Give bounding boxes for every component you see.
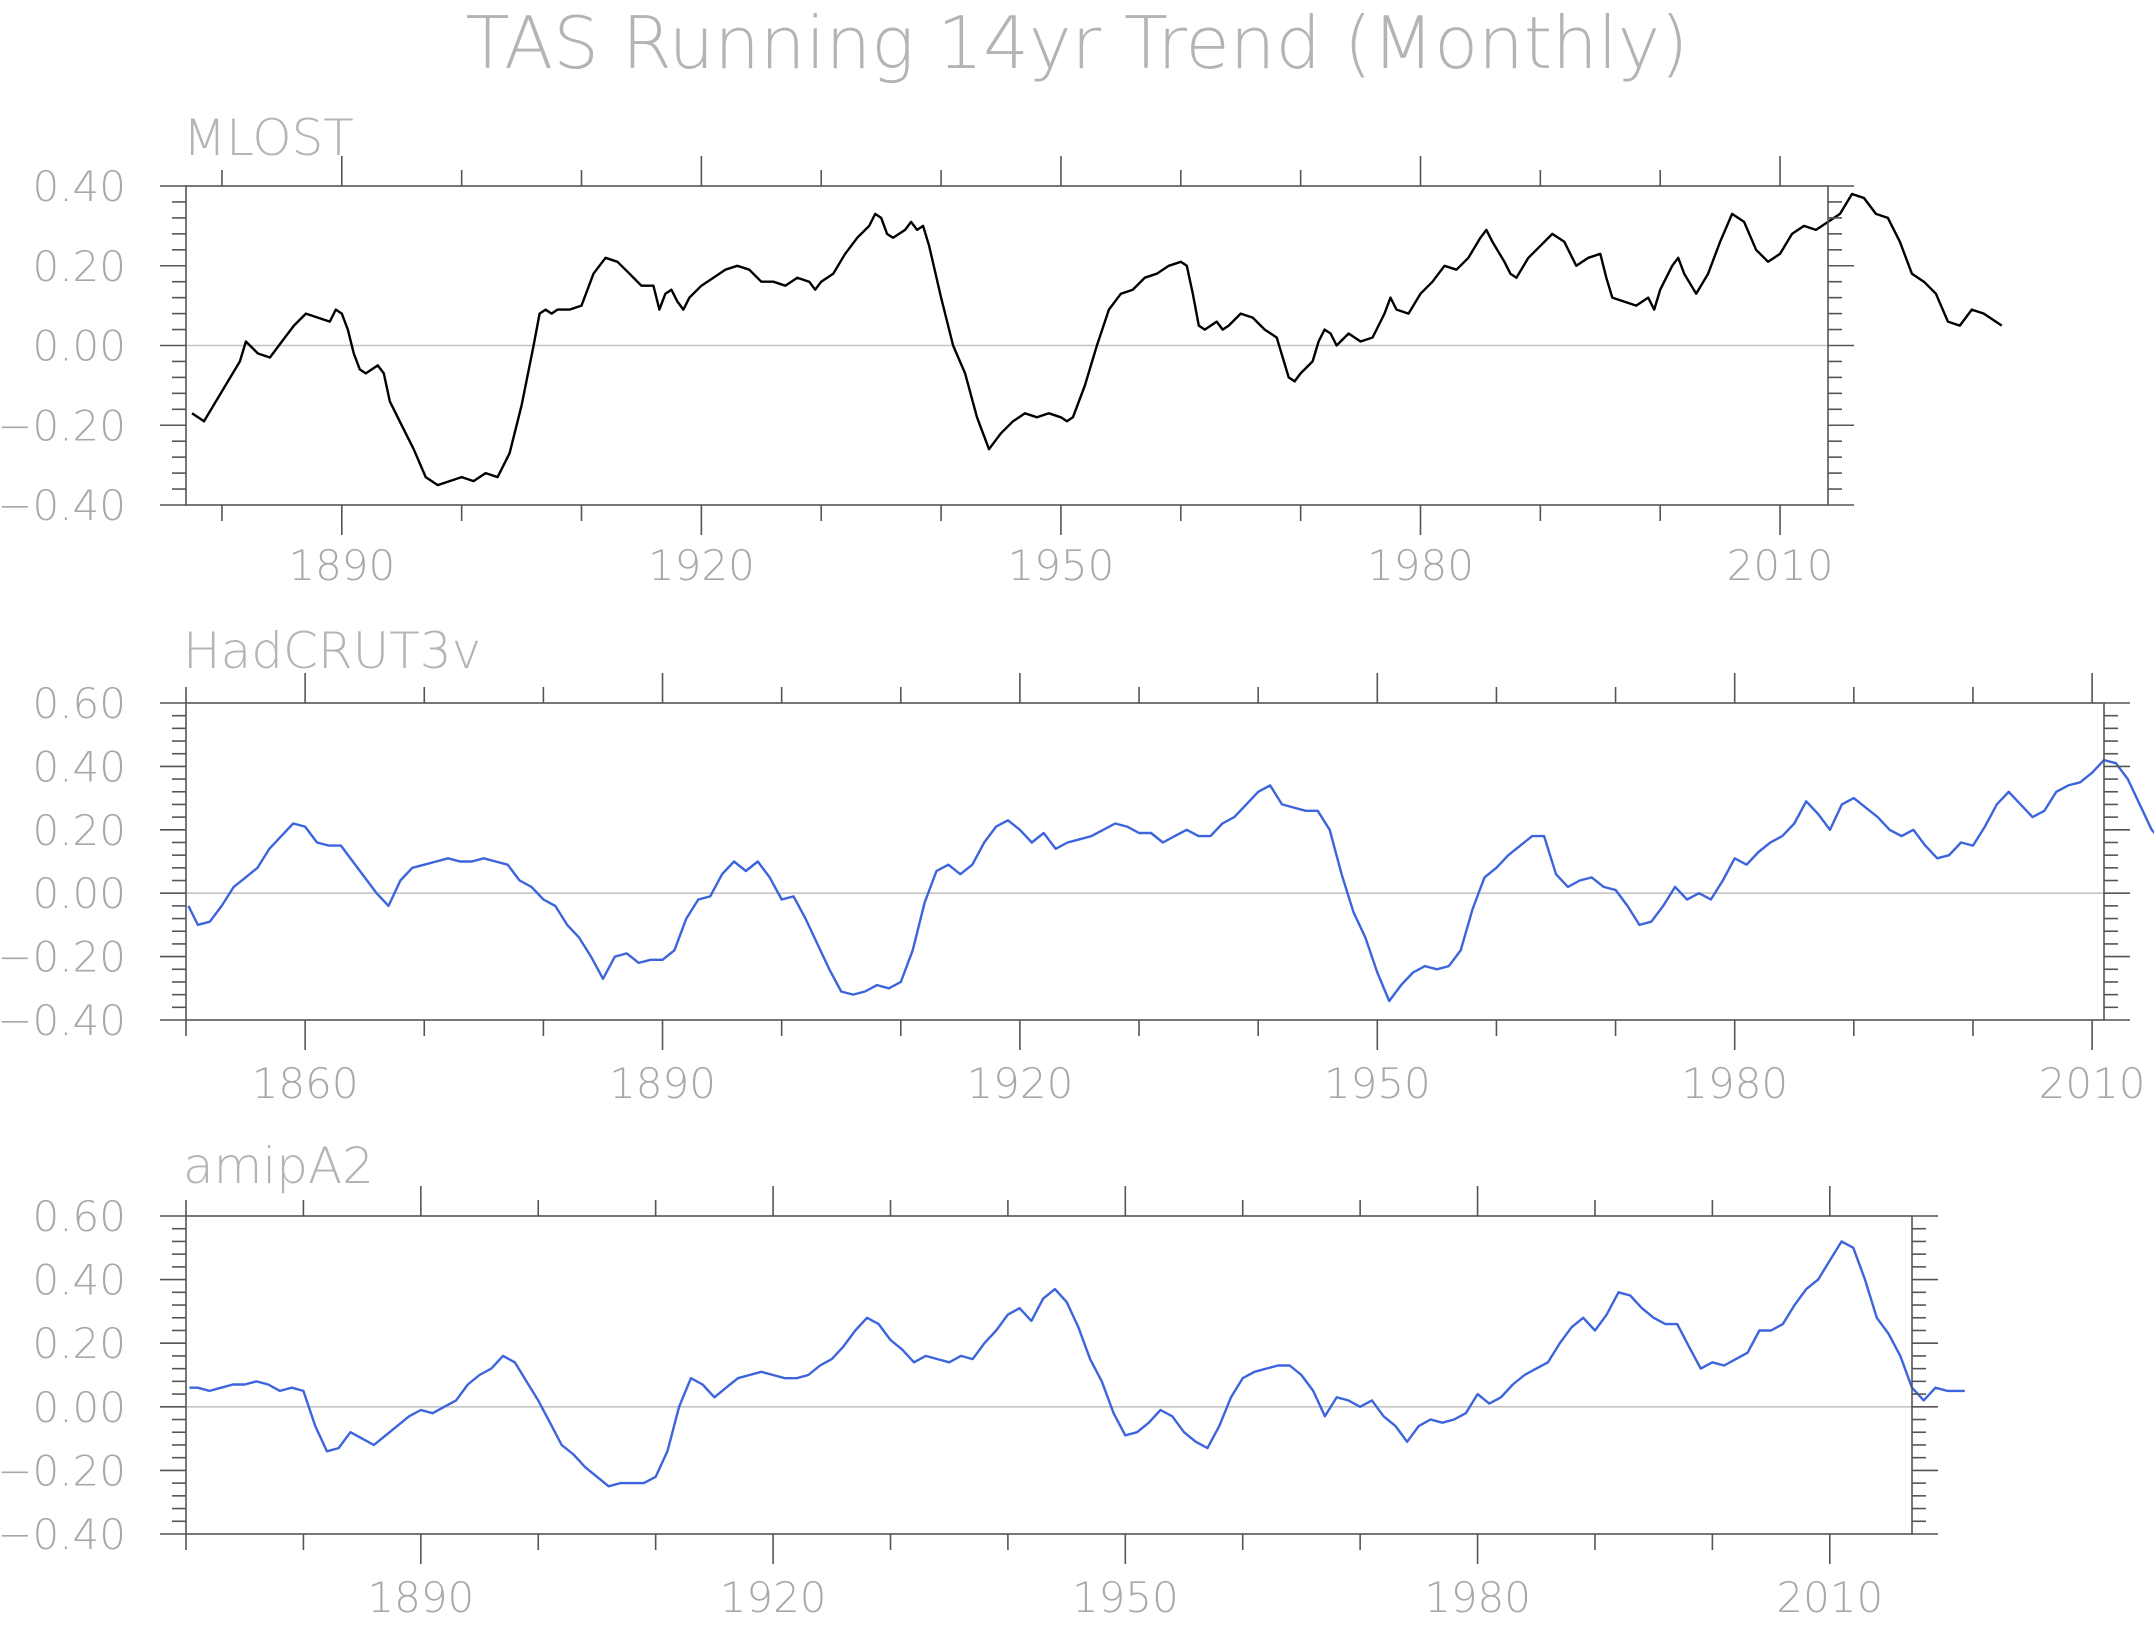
panel-mlost: MLOST 0.40 0.20 0.00 −0.20 −0.40 1890 1920 1950… xyxy=(0,109,2003,590)
x-tick-label: 1890 xyxy=(288,541,395,590)
x-tick-label: 2010 xyxy=(1776,1573,1883,1622)
x-tick-label: 1920 xyxy=(966,1059,1073,1108)
y-tick-label: 0.20 xyxy=(32,1319,126,1368)
panel-hadcrut3v: HadCRUT3v 0.60 0.40 0.20 0.00 −0.20 −0.40 1860… xyxy=(0,622,2154,1108)
y-tick-label: −0.40 xyxy=(0,996,126,1045)
x-tick-label: 1950 xyxy=(1072,1573,1179,1622)
main-title: TAS Running 14yr Trend (Monthly) xyxy=(466,1,1689,85)
y-tick-label: 0.00 xyxy=(32,869,126,918)
series-line xyxy=(189,1240,1965,1488)
series-line xyxy=(191,192,2003,487)
series-line xyxy=(187,758,2154,1003)
y-tick-label: −0.20 xyxy=(0,933,126,982)
x-tick-label: 2010 xyxy=(2039,1059,2146,1108)
x-tick-label: 1890 xyxy=(367,1573,474,1622)
x-tick-label: 1920 xyxy=(720,1573,827,1622)
y-tick-label: −0.20 xyxy=(0,1446,126,1495)
y-tick-label: 0.40 xyxy=(32,742,126,791)
x-tick-label: 1980 xyxy=(1424,1573,1531,1622)
x-tick-label: 1860 xyxy=(252,1059,359,1108)
y-tick-label: −0.40 xyxy=(0,1510,126,1559)
plot-frame xyxy=(185,1215,1913,1535)
x-tick-label: 1980 xyxy=(1367,541,1474,590)
y-tick-label: −0.40 xyxy=(0,481,126,530)
panel-amipa2: amipA2 0.60 0.40 0.20 0.00 −0.20 −0.40 1890 192… xyxy=(0,1137,1965,1622)
panel-title-hadcrut3v: HadCRUT3v xyxy=(183,622,481,680)
y-tick-label: 0.20 xyxy=(32,242,126,291)
y-tick-label: 0.40 xyxy=(32,1256,126,1305)
y-tick-label: −0.20 xyxy=(0,401,126,450)
x-tick-label: 1950 xyxy=(1007,541,1114,590)
x-tick-label: 1980 xyxy=(1681,1059,1788,1108)
y-tick-label: 0.60 xyxy=(32,679,126,728)
x-tick-label: 1950 xyxy=(1324,1059,1431,1108)
y-tick-label: 0.20 xyxy=(32,806,126,855)
x-tick-label: 1890 xyxy=(609,1059,716,1108)
y-tick-label: 0.40 xyxy=(32,162,126,211)
x-tick-label: 2010 xyxy=(1727,541,1834,590)
panel-title-mlost: MLOST xyxy=(183,109,354,167)
y-tick-label: 0.00 xyxy=(32,1383,126,1432)
plot-frame xyxy=(185,702,2105,1021)
panel-title-amipa2: amipA2 xyxy=(183,1137,374,1195)
x-tick-label: 1920 xyxy=(648,541,755,590)
y-tick-label: 0.60 xyxy=(32,1192,126,1241)
y-tick-label: 0.00 xyxy=(32,322,126,371)
